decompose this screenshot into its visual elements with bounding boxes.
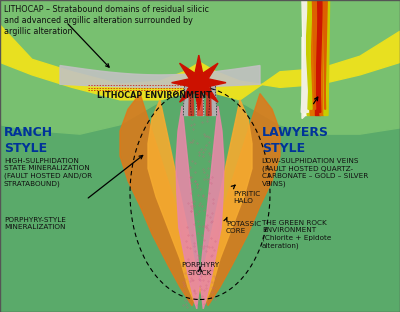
Polygon shape (308, 0, 312, 109)
Polygon shape (312, 0, 317, 109)
Polygon shape (318, 0, 322, 112)
Text: LOW-SULPHIDATION VEINS
(FAULT HOSTED QUARTZ-
CARBONATE – GOLD – SILVER
VEINS): LOW-SULPHIDATION VEINS (FAULT HOSTED QUA… (262, 158, 368, 187)
Polygon shape (320, 0, 325, 115)
Polygon shape (209, 84, 217, 115)
Polygon shape (206, 84, 211, 115)
Polygon shape (324, 0, 330, 115)
Polygon shape (306, 0, 310, 115)
Polygon shape (200, 0, 400, 134)
Polygon shape (301, 0, 308, 112)
Polygon shape (302, 0, 307, 115)
Text: LITHOCAP ENVIRONMENT: LITHOCAP ENVIRONMENT (97, 91, 211, 100)
Polygon shape (60, 66, 260, 87)
Polygon shape (198, 84, 202, 115)
Polygon shape (302, 31, 312, 119)
Text: LAWYERS
STYLE: LAWYERS STYLE (262, 126, 329, 155)
Polygon shape (183, 84, 191, 115)
Text: PORPHYRY-STYLE
MINERALIZATION: PORPHYRY-STYLE MINERALIZATION (4, 217, 66, 230)
Polygon shape (196, 84, 204, 115)
Polygon shape (323, 0, 327, 109)
Text: PYRITIC
HALO: PYRITIC HALO (233, 191, 260, 204)
Polygon shape (172, 55, 226, 110)
Polygon shape (0, 25, 200, 100)
Polygon shape (315, 0, 320, 115)
Polygon shape (189, 84, 194, 115)
Polygon shape (0, 0, 200, 134)
Text: RANCH
STYLE: RANCH STYLE (4, 126, 53, 155)
Polygon shape (176, 106, 224, 309)
Text: HIGH-SULPHIDATION
STATE MINERALIZATION
(FAULT HOSTED AND/OR
STRATABOUND): HIGH-SULPHIDATION STATE MINERALIZATION (… (4, 158, 92, 187)
Text: LITHOCAP – Stratabound domains of residual silicic
and advanced argillic alterat: LITHOCAP – Stratabound domains of residu… (4, 5, 209, 36)
Text: POTASSIC
CORE: POTASSIC CORE (226, 221, 261, 234)
Polygon shape (148, 100, 252, 306)
Text: THE GREEN ROCK
ENVIRONMENT
(Chlorite + Epidote
alteration): THE GREEN ROCK ENVIRONMENT (Chlorite + E… (262, 220, 331, 250)
Polygon shape (200, 31, 400, 100)
Text: PORPHYRY
STOCK: PORPHYRY STOCK (181, 262, 219, 275)
Polygon shape (310, 0, 315, 115)
Polygon shape (120, 94, 280, 306)
